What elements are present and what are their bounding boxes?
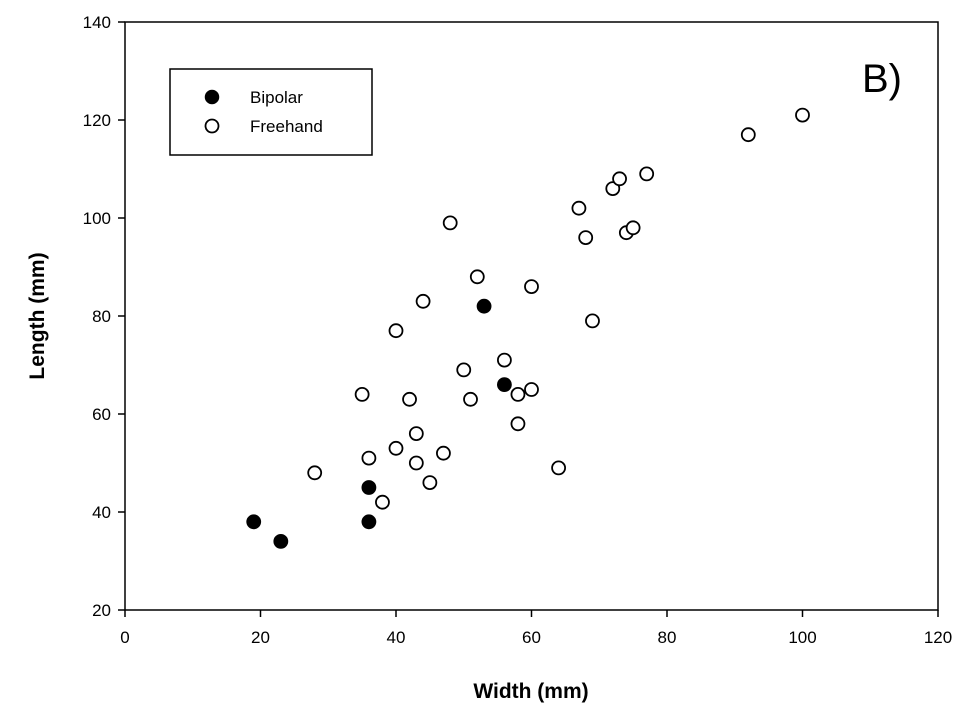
y-axis-title: Length (mm) [26,252,49,379]
x-axis-ticks: 0 20 40 60 80 100 120 [120,610,952,647]
x-tick-label: 100 [788,628,816,647]
legend-label-bipolar: Bipolar [250,88,303,107]
y-tick-label: 80 [92,307,111,326]
point-freehand [361,450,377,466]
point-freehand [456,362,472,378]
y-tick-label: 140 [83,13,111,32]
x-tick-label: 120 [924,628,952,647]
point-freehand [612,171,627,187]
point-freehand [740,127,756,143]
point-freehand [375,494,390,510]
y-tick-label: 100 [83,209,111,228]
point-freehand [408,455,424,471]
point-freehand [442,215,458,231]
y-tick-label: 60 [92,405,111,424]
x-tick-label: 20 [251,628,270,647]
legend: Bipolar Freehand [169,68,373,156]
point-freehand [463,391,478,407]
legend-label-freehand: Freehand [250,117,323,136]
point-freehand [605,181,621,197]
point-bipolar [361,480,377,495]
point-freehand [510,416,526,432]
data-points [246,107,810,549]
x-tick-label: 40 [387,628,406,647]
point-bipolar [496,377,512,393]
point-bipolar [246,514,262,530]
point-freehand [795,107,810,123]
point-freehand [578,230,594,246]
point-bipolar [476,298,492,314]
point-freehand [585,313,600,329]
point-freehand [524,279,539,295]
y-tick-label: 120 [83,111,111,130]
x-tick-label: 0 [120,628,129,647]
point-freehand [388,323,404,339]
point-freehand [436,445,451,461]
point-freehand [524,382,539,397]
point-bipolar [273,534,289,549]
y-tick-label: 20 [92,601,111,620]
x-axis-title: Width (mm) [473,680,588,703]
point-freehand [408,426,424,442]
point-freehand [510,386,526,402]
y-axis-ticks: 20 40 60 80 100 120 140 [83,13,125,620]
point-freehand [415,293,431,309]
point-freehand [551,460,566,476]
point-freehand [469,269,485,285]
y-tick-label: 40 [92,503,111,522]
legend-box [169,68,373,156]
point-freehand [422,475,438,491]
x-tick-label: 80 [658,628,677,647]
legend-marker-bipolar [204,89,220,105]
point-freehand [625,220,641,236]
point-freehand [639,166,655,182]
point-freehand [402,391,417,407]
panel-label: B) [862,57,902,101]
point-freehand [388,440,404,456]
point-freehand [307,465,323,481]
point-bipolar [361,514,377,530]
point-freehand [354,386,370,402]
x-tick-label: 60 [522,628,541,647]
legend-marker-freehand [204,118,220,134]
point-freehand [571,200,587,216]
point-freehand [496,352,512,368]
